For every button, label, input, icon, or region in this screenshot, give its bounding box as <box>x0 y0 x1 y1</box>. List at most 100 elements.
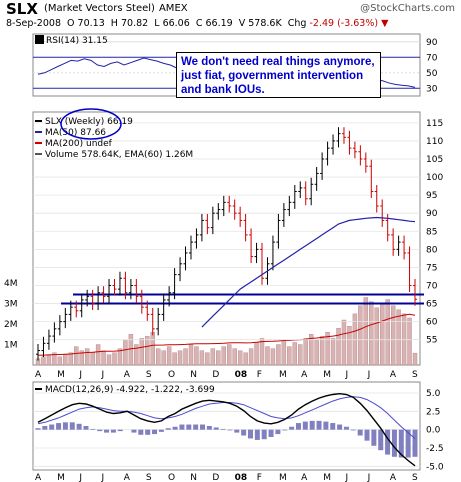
volume-bar <box>380 303 385 366</box>
volume-bar <box>101 350 106 366</box>
macd-histogram-bar <box>316 420 322 430</box>
volume-bar <box>248 348 254 366</box>
change-label: Chg <box>287 18 307 29</box>
volume-tick-label: 4M <box>4 279 18 289</box>
macd-month-label: M <box>279 473 287 482</box>
volume-bar <box>90 352 95 366</box>
volume-bar <box>341 319 347 366</box>
copyright-label: @StockCharts.com <box>360 3 455 14</box>
exchange-label: AMEX <box>158 3 188 14</box>
volume-bar <box>183 348 188 366</box>
macd-histogram-bar <box>343 426 349 430</box>
price-month-label: J <box>344 370 348 380</box>
macd-histogram-bar <box>254 429 260 440</box>
volume-bar <box>254 342 259 366</box>
macd-line <box>37 392 416 467</box>
macd-histogram-bar <box>220 428 226 430</box>
macd-histogram-bar <box>179 424 185 430</box>
volume-bar <box>63 354 68 366</box>
close-label: C <box>195 18 203 29</box>
macd-histogram-bar <box>145 429 151 435</box>
volume-ema-line <box>37 313 416 356</box>
volume-bar <box>407 317 412 366</box>
volume-bar <box>188 344 194 366</box>
chart-header: SLX (Market Vectors Steel) AMEX @StockCha… <box>0 0 461 34</box>
volume-bar <box>79 350 84 366</box>
volume-bar <box>308 334 314 366</box>
macd-month-label: A <box>390 473 397 482</box>
open-label: O <box>67 18 75 29</box>
macd-histogram-bar <box>131 429 137 433</box>
macd-histogram-bar <box>241 429 247 436</box>
rsi-tick-label: 50 <box>426 69 438 79</box>
macd-month-label: J <box>344 473 348 482</box>
volume-bar <box>145 336 150 366</box>
volume-bar <box>134 344 139 366</box>
rsi-tick-label: 30 <box>426 84 438 94</box>
macd-histogram-bar <box>302 421 308 430</box>
macd-histogram-bar <box>412 429 418 457</box>
volume-bar <box>396 309 401 366</box>
volume-bar <box>52 352 57 366</box>
volume-bar <box>106 354 112 366</box>
high-label: H <box>110 18 118 29</box>
rsi-legend-swatch <box>35 35 44 44</box>
price-month-label: J <box>78 370 82 380</box>
macd-histogram-bar <box>275 429 281 435</box>
down-arrow-icon: ▼ <box>381 18 389 29</box>
macd-month-label: M <box>57 473 65 482</box>
macd-histogram-bar <box>247 429 253 439</box>
volume-bar <box>347 325 352 366</box>
volume-tick-label: 1M <box>4 341 18 351</box>
macd-histogram-bar <box>186 424 192 430</box>
volume-bar <box>276 344 281 366</box>
volume-bar <box>287 346 292 366</box>
macd-histogram-bar <box>391 429 397 457</box>
macd-month-label: J <box>367 473 371 482</box>
volume-bar <box>41 356 46 366</box>
volume-bar <box>84 348 90 366</box>
volume-bar <box>128 334 134 366</box>
volume-bar <box>237 350 243 366</box>
macd-histogram-bar <box>398 429 404 458</box>
volume-bar <box>232 348 237 366</box>
macd-histogram-bar <box>172 426 178 430</box>
volume-bar <box>281 340 287 366</box>
volume-bar <box>177 350 183 366</box>
volume-bar <box>336 327 341 366</box>
price-tick-label: 85 <box>426 227 437 237</box>
volume-bar <box>74 346 79 366</box>
macd-month-label: O <box>168 473 175 482</box>
macd-histogram-bar <box>350 429 356 431</box>
price-month-label: M <box>323 370 331 380</box>
rsi-tick-label: 70 <box>426 53 438 63</box>
price-tick-label: 110 <box>426 137 443 147</box>
macd-histogram-bar <box>165 428 171 430</box>
close-value: 66.19 <box>205 18 233 29</box>
macd-month-label: 08 <box>235 473 248 482</box>
price-tick-label: 105 <box>426 155 443 165</box>
volume-bar <box>369 301 374 366</box>
macd-histogram-bar <box>357 429 363 436</box>
macd-month-label: J <box>78 473 82 482</box>
volume-bar <box>117 348 123 366</box>
price-tick-label: 80 <box>426 245 438 255</box>
price-month-label: S <box>146 370 152 380</box>
macd-histogram-bar <box>62 422 68 430</box>
price-month-label: O <box>168 370 175 380</box>
volume-bar <box>210 348 216 366</box>
price-month-label: 08 <box>235 370 248 380</box>
volume-bar <box>325 332 330 366</box>
price-tick-label: 55 <box>426 336 437 346</box>
volume-bar <box>194 346 199 366</box>
volume-label: V <box>238 18 246 29</box>
volume-bar <box>205 352 210 366</box>
macd-histogram-bar <box>227 429 233 431</box>
macd-histogram-bar <box>268 429 274 437</box>
macd-tick-label: 0.0 <box>426 426 441 436</box>
macd-histogram-bar <box>83 426 89 430</box>
macd-month-label: S <box>146 473 152 482</box>
rsi-legend: RSI(14) 31.15 <box>46 36 108 46</box>
price-month-label: N <box>190 370 197 380</box>
price-legend-item: SLX (Weekly) 66.19 <box>45 117 133 127</box>
